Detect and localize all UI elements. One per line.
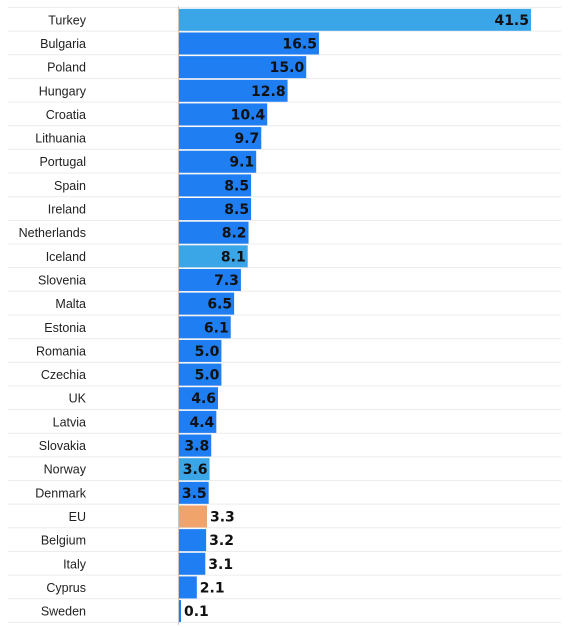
category-label: EU: [69, 510, 86, 524]
bar: [179, 32, 319, 55]
category-label: Portugal: [39, 155, 86, 169]
value-labels: 41.5 16.5 15.0 12.8 10.4 9.7 9.1 8.5 8.5 8.2 8.1 7.…: [182, 13, 529, 620]
bars: [179, 8, 531, 623]
bar: [179, 363, 222, 386]
category-label: Spain: [54, 179, 86, 193]
bar: [179, 268, 241, 291]
value-label: 2.1: [200, 580, 225, 596]
value-label: 3.1: [208, 557, 233, 573]
category-label: Malta: [55, 297, 86, 311]
bar: [179, 505, 207, 528]
category-label: Hungary: [39, 84, 87, 98]
row-gridlines: [8, 7, 561, 623]
category-label: Estonia: [44, 321, 86, 335]
value-label: 3.8: [184, 439, 209, 455]
bar: [179, 316, 231, 339]
bar: [179, 339, 222, 362]
bar: [179, 103, 268, 126]
value-label: 3.3: [210, 509, 235, 525]
category-label: Italy: [63, 557, 87, 571]
category-label: Norway: [44, 463, 87, 477]
bar: [179, 79, 288, 102]
value-label: 12.8: [251, 84, 286, 100]
value-label: 3.5: [182, 486, 207, 502]
value-label: 7.3: [214, 273, 239, 289]
category-label: Sweden: [41, 605, 86, 619]
value-label: 8.5: [224, 202, 249, 218]
value-label: 6.5: [207, 297, 232, 313]
bar: [179, 458, 210, 481]
category-label: Iceland: [46, 250, 86, 264]
category-label: Slovenia: [38, 273, 86, 287]
bar: [179, 434, 212, 457]
category-labels: Turkey Bulgaria Poland Hungary Croatia Lithua…: [19, 13, 87, 618]
bar: [179, 56, 307, 79]
bar: [179, 387, 219, 410]
value-label: 8.2: [222, 226, 247, 242]
bar: [179, 552, 206, 575]
bar: [179, 600, 181, 623]
category-label: Bulgaria: [40, 37, 86, 51]
category-label: Croatia: [46, 108, 86, 122]
bar: [179, 221, 249, 244]
value-label: 9.7: [234, 131, 259, 147]
value-label: 16.5: [282, 36, 317, 52]
category-label: Poland: [47, 61, 86, 75]
bar: [179, 576, 197, 599]
category-label: Belgium: [41, 534, 86, 548]
category-label: Czechia: [41, 368, 86, 382]
value-label: 6.1: [204, 320, 229, 336]
bar: [179, 150, 257, 173]
category-label: Lithuania: [35, 132, 86, 146]
value-label: 4.6: [191, 391, 216, 407]
value-label: 4.4: [190, 415, 215, 431]
value-label: 9.1: [229, 155, 254, 171]
value-label: 0.1: [184, 604, 209, 620]
value-label: 3.2: [209, 533, 234, 549]
value-label: 15.0: [270, 60, 305, 76]
bar: [179, 245, 248, 268]
bar: [179, 127, 262, 150]
category-label: Netherlands: [19, 226, 86, 240]
bar: [179, 198, 252, 221]
category-label: Turkey: [48, 13, 86, 27]
value-label: 8.1: [221, 249, 246, 265]
value-label: 8.5: [224, 178, 249, 194]
bar: [179, 529, 207, 552]
category-label: Cyprus: [46, 581, 86, 595]
value-label: 5.0: [195, 344, 220, 360]
category-label: Ireland: [48, 203, 86, 217]
value-label: 5.0: [195, 368, 220, 384]
bar: [179, 292, 235, 315]
category-label: UK: [69, 392, 87, 406]
category-label: Romania: [36, 344, 86, 358]
value-label: 3.6: [183, 462, 208, 478]
category-label: Slovakia: [39, 439, 86, 453]
bar: [179, 481, 209, 504]
category-label: Latvia: [53, 415, 86, 429]
category-label: Denmark: [35, 486, 86, 500]
bar: [179, 174, 252, 197]
bar: [179, 8, 531, 31]
value-label: 41.5: [494, 13, 529, 29]
value-label: 10.4: [231, 107, 266, 123]
bar: [179, 410, 217, 433]
